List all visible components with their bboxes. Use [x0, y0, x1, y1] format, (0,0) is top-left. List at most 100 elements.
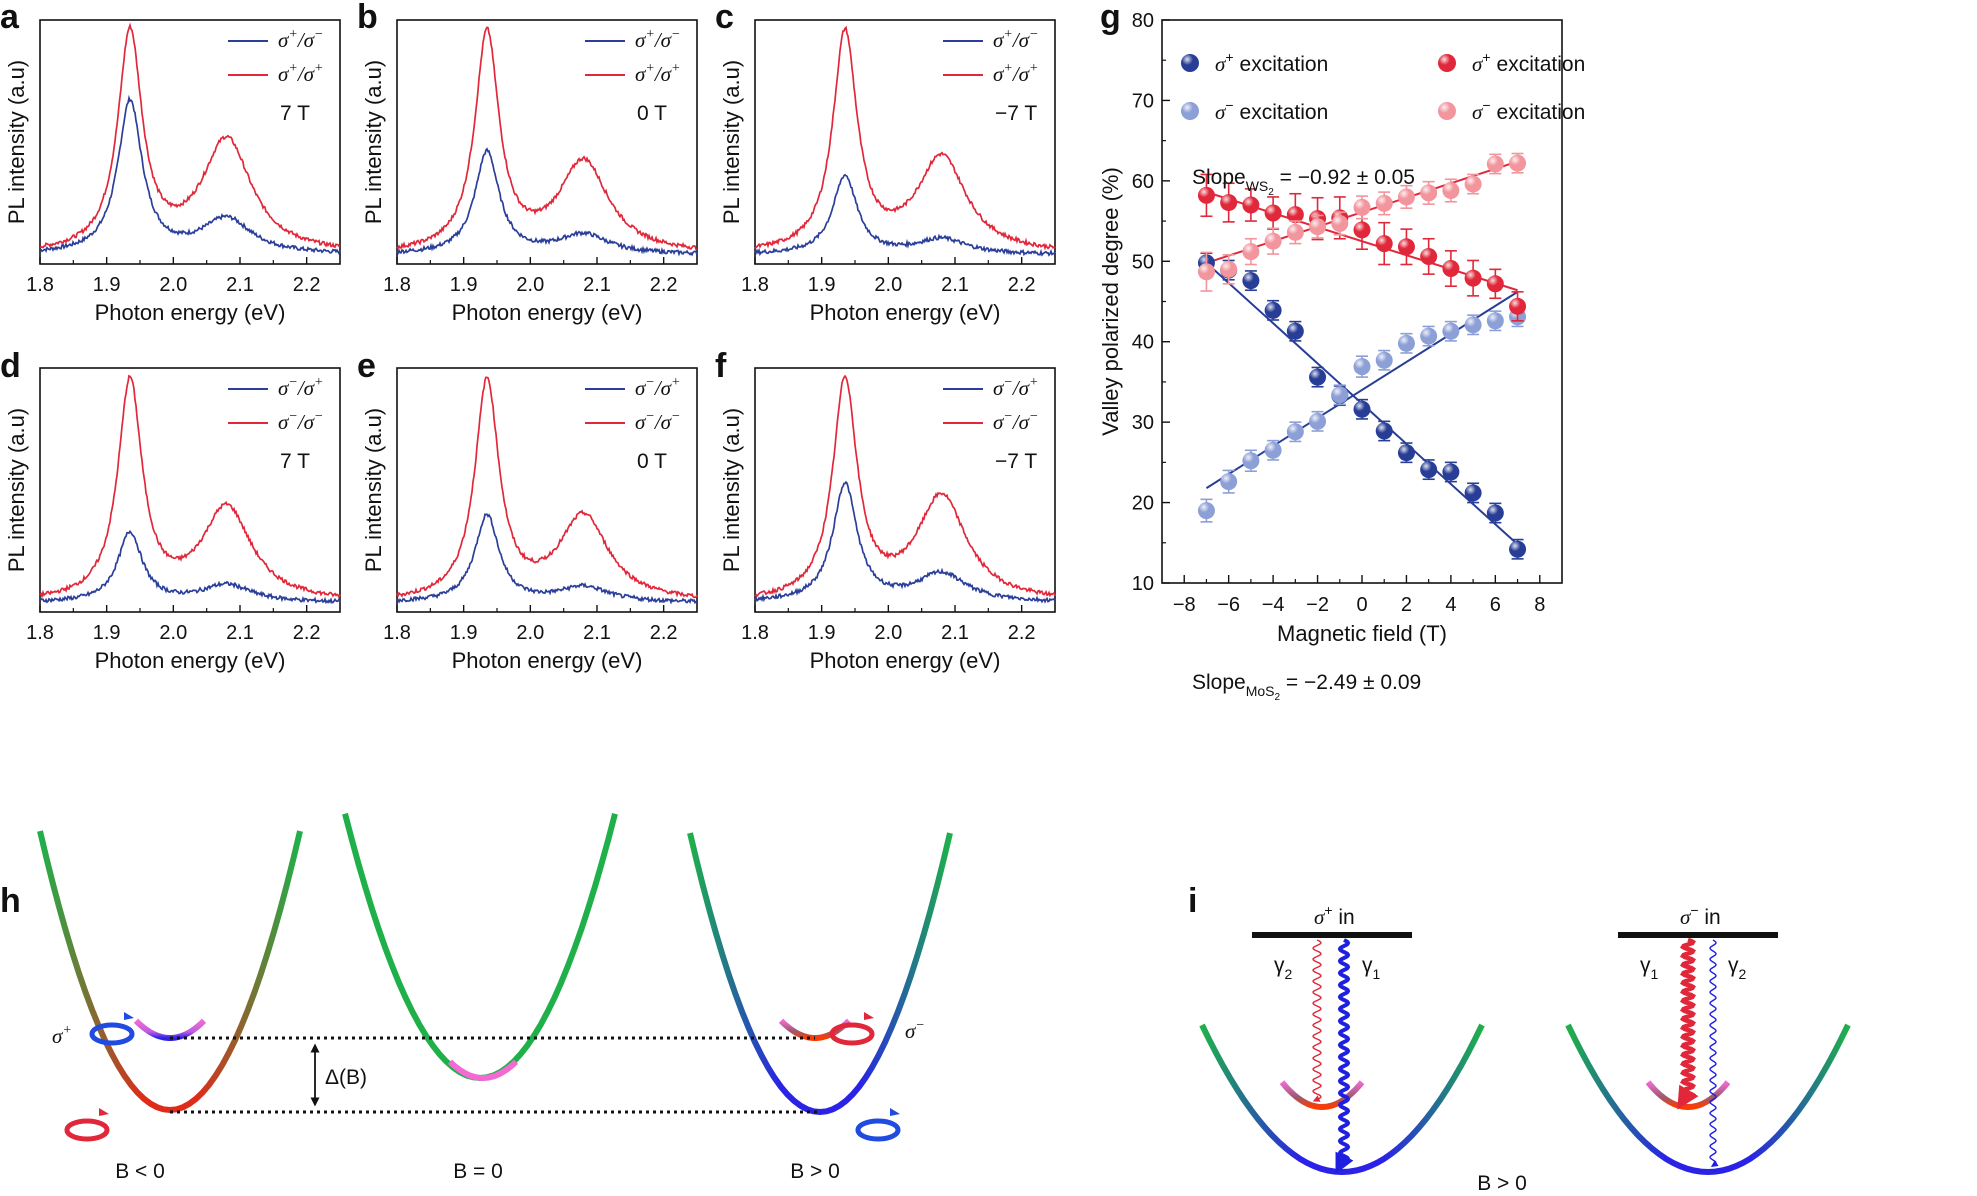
data-point-highlight: [1486, 155, 1504, 173]
data-point-highlight: [1286, 206, 1304, 224]
legend-sup: −: [1003, 375, 1012, 390]
legend-sup: −: [645, 375, 654, 390]
data-point-highlight: [1509, 540, 1527, 558]
x-tick-label: −2: [1306, 594, 1329, 616]
panel-label-h: h: [0, 882, 21, 920]
data-point-highlight: [1486, 312, 1504, 330]
circular-polarization-icon-arrowhead: [99, 1108, 109, 1116]
legend-sigma: σ: [1215, 52, 1227, 76]
spectrum-line-blue: [754, 173, 1056, 257]
legend-sup: +: [1029, 375, 1038, 390]
panel-a: a 1.8 1.9 2.0 2.1 2.2 Photon energy (eV) PL int…: [0, 0, 341, 325]
plot-frame-b: [396, 19, 698, 265]
gamma-label: γ1: [1362, 954, 1381, 982]
conduction-band: [1279, 1080, 1365, 1111]
legend-label: σ− excitation: [1472, 97, 1585, 124]
gap-label: Δ(B): [325, 1066, 367, 1089]
slope-annotation: SlopeWS2 = −0.92 ± 0.05: [1192, 166, 1415, 198]
valence-band: [37, 830, 303, 1114]
legend-text: excitation: [1240, 101, 1329, 124]
circular-polarization-icon-arrowhead: [124, 1012, 134, 1020]
y-tick-label: 30: [1132, 412, 1154, 434]
circular-polarization-icon-arrowhead: [890, 1108, 900, 1116]
x-tick-label: 2.1: [941, 274, 969, 296]
legend-sup: −: [314, 27, 323, 42]
x-axis-label: Photon energy (eV): [452, 300, 643, 325]
legend-sigma: σ: [635, 410, 647, 434]
data-point-highlight: [1353, 198, 1371, 216]
x-tick-label: 1.8: [383, 622, 411, 644]
panel-label-a: a: [0, 0, 20, 36]
x-tick-label: 2.1: [226, 274, 254, 296]
x-axis-label: Photon energy (eV): [452, 648, 643, 673]
legend-label: σ+/σ−: [993, 27, 1038, 52]
legend-text: excitation: [1497, 53, 1586, 76]
x-axis-label: Photon energy (eV): [810, 300, 1001, 325]
legend-sigma: /σ: [297, 410, 316, 434]
x-tick-label: 2.0: [159, 622, 187, 644]
data-point-highlight: [1353, 400, 1371, 418]
circular-polarization-icon: [89, 1022, 135, 1046]
gamma-label: γ2: [1274, 954, 1293, 982]
spectrum-line-blue: [754, 480, 1056, 604]
legend-text: excitation: [1240, 53, 1329, 76]
y-axis-label: PL intensity (a.u): [361, 408, 386, 572]
data-point-highlight: [1397, 188, 1415, 206]
slope-value: = −2.49 ± 0.09: [1280, 671, 1421, 694]
gamma: γ: [1728, 954, 1739, 977]
legend-sup: −: [288, 409, 297, 424]
data-point-highlight: [1286, 423, 1304, 441]
data-point-highlight: [1264, 204, 1282, 222]
sigma: σ: [1314, 905, 1326, 929]
data-point-highlight: [1331, 214, 1349, 232]
data-point-highlight: [1309, 218, 1327, 236]
legend-sigma: σ: [1215, 100, 1227, 124]
spectrum-line-blue: [396, 513, 698, 605]
y-tick-label: 80: [1132, 10, 1154, 32]
x-tick-label: 2.2: [293, 622, 321, 644]
legend-sigma: /σ: [297, 28, 316, 52]
data-point-highlight: [1375, 194, 1393, 212]
data-point-highlight: [1464, 269, 1482, 287]
field-label: 0 T: [637, 102, 667, 125]
legend-label: σ+/σ+: [278, 61, 323, 86]
x-tick-label: 4: [1445, 594, 1456, 616]
data-point-highlight: [1509, 297, 1527, 315]
x-tick-label: 2: [1401, 594, 1412, 616]
circular-polarization-icon: [64, 1118, 110, 1142]
emission-wavy-arrow-blue: [1709, 939, 1719, 1167]
legend-sup: +: [1003, 27, 1012, 42]
legend-sup: +: [671, 61, 680, 76]
legend-sup: +: [1482, 49, 1490, 65]
data-point-highlight: [1264, 301, 1282, 319]
legend-sup: −: [671, 27, 680, 42]
legend-label: σ−/σ−: [993, 409, 1038, 434]
legend-label: σ−/σ−: [278, 409, 323, 434]
emission-wavy-arrow-red: [1677, 937, 1699, 1110]
legend-sigma: σ: [278, 410, 290, 434]
slope-annotation: SlopeMoS2 = −2.49 ± 0.09: [1192, 671, 1421, 703]
data-point-highlight: [1286, 223, 1304, 241]
sigma-sup: −: [915, 1018, 924, 1033]
field-label: 0 T: [637, 450, 667, 473]
sigma-minus-label: σ−: [905, 1018, 925, 1043]
data-point-highlight: [1420, 184, 1438, 202]
panel-label-c: c: [715, 0, 734, 36]
legend-sigma: /σ: [1012, 410, 1031, 434]
legend-text: excitation: [1497, 101, 1586, 124]
x-tick-label: 1.9: [450, 274, 478, 296]
field-condition-label: B = 0: [453, 1160, 503, 1183]
x-tick-label: −4: [1262, 594, 1285, 616]
y-tick-label: 60: [1132, 171, 1154, 193]
legend-sup: −: [1029, 27, 1038, 42]
legend-marker-highlight: [1438, 54, 1456, 72]
legend-label: σ+/σ+: [635, 61, 680, 86]
title-tail: in: [1333, 906, 1355, 929]
legend-label: σ−/σ−: [635, 409, 680, 434]
data-point-highlight: [1509, 154, 1527, 172]
x-tick-label: 2.2: [1008, 622, 1036, 644]
panel-label-e: e: [357, 347, 376, 385]
slope-word: Slope: [1192, 166, 1246, 189]
x-tick-label: 1.8: [26, 274, 54, 296]
x-tick-label: 1.8: [741, 622, 769, 644]
